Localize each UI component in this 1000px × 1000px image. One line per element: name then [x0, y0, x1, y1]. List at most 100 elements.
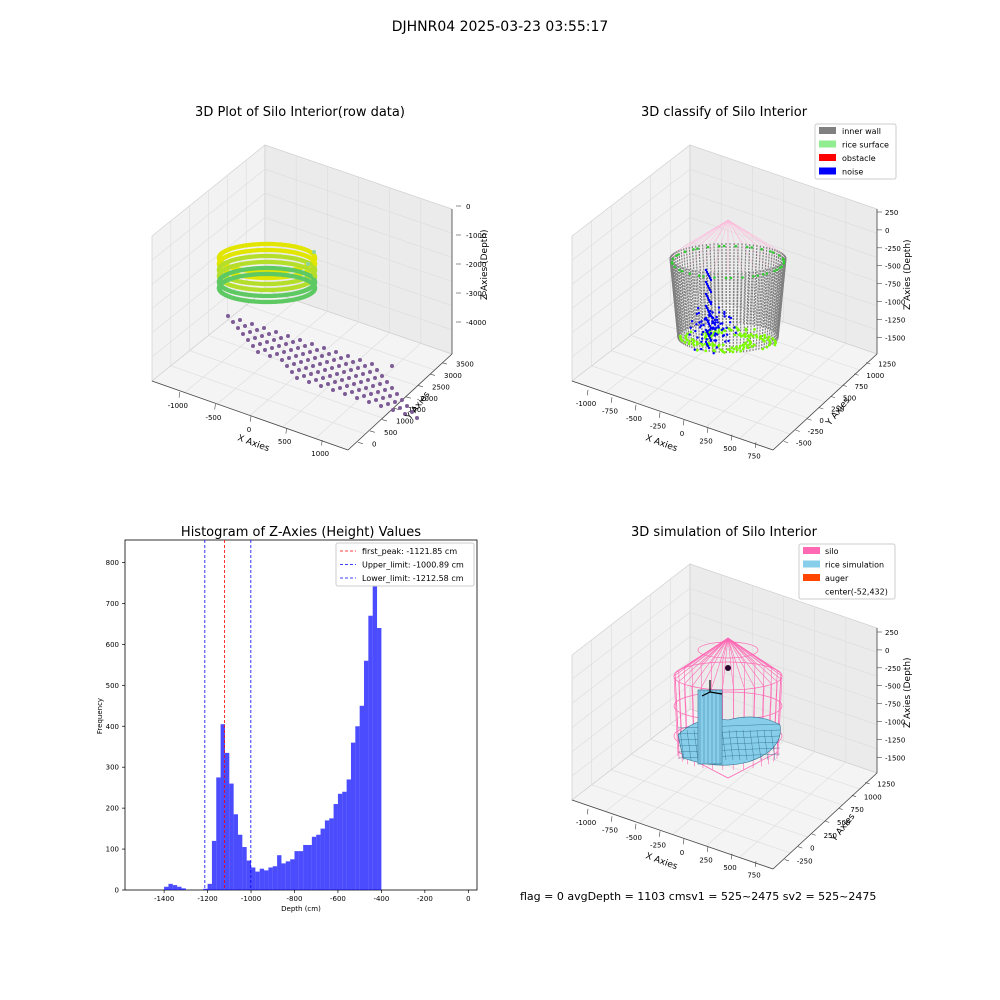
- classify-legend-label: noise: [842, 168, 863, 177]
- classify-rice-surface-point: [765, 272, 769, 275]
- classify-rice-surface-point: [741, 343, 745, 347]
- classify-rice-surface-point: [740, 334, 743, 338]
- panel-raw-y-tick-mark: [369, 430, 375, 433]
- histogram-y-tick-label: 100: [106, 846, 119, 854]
- classify-inner-wall-point: [767, 249, 776, 330]
- classify-inner-wall-point: [669, 256, 679, 338]
- panel-classify-z-tick-label: -1000: [885, 299, 905, 307]
- classify-rice-surface-point: [767, 343, 771, 347]
- classify-noise-point: [709, 302, 713, 306]
- classify-noise-point: [707, 274, 711, 278]
- classify-noise-point: [689, 326, 692, 329]
- simulation-rice-mesh-line: [756, 729, 762, 761]
- panel-simulation-z-tick-label: 0: [885, 647, 889, 655]
- panel-classify-x-tick-label: -500: [626, 415, 642, 423]
- simulation-silo-roof-wire: [700, 637, 729, 689]
- histogram-bar: [342, 791, 347, 890]
- classify-noise-point: [704, 292, 708, 296]
- raw-floor-point: [371, 384, 375, 388]
- raw-floor-point: [330, 366, 334, 370]
- histogram-bar: [277, 855, 282, 890]
- histogram-bar: [368, 615, 373, 890]
- raw-floor-point: [346, 354, 350, 358]
- panel-classify-y-tick-label: 1000: [866, 372, 884, 380]
- panel-raw-y-ticks: 0 500 1000 1500 2000 2500 3000 3500: [357, 361, 474, 448]
- classify-rice-surface-point: [741, 276, 744, 279]
- status-line: flag = 0 avgDepth = 1103 cmsv1 = 525~247…: [520, 890, 876, 903]
- classify-rice-surface-point: [739, 349, 743, 353]
- raw-floor-point: [410, 410, 414, 414]
- panel-simulation-silo-model: [673, 637, 783, 779]
- panel-simulation-y-axis-label: Y Axies: [829, 812, 858, 845]
- histogram-bar: [207, 883, 212, 890]
- raw-floor-point: [357, 388, 361, 392]
- panel-classify-y-ticks: -500 -250 0 250 500 750 1000 1250: [783, 361, 896, 447]
- panel-classify-y-tick-mark: [807, 418, 812, 421]
- panel-raw-grid: [151, 192, 453, 285]
- raw-floor-point: [334, 350, 338, 354]
- simulation-silo-roof-wire: [722, 637, 729, 690]
- classify-rice-surface-point: [734, 244, 738, 248]
- histogram-legend-label: Lower_limit: -1212.58 cm: [362, 574, 464, 583]
- panel-simulation-z-tick-label: -1250: [885, 736, 905, 744]
- classify-inner-wall-point: [676, 264, 685, 346]
- simulation-silo-roof-wire: [727, 637, 745, 690]
- classify-noise-point: [705, 306, 709, 310]
- simulation-silo-wall-wire: [673, 675, 679, 757]
- raw-floor-point: [351, 360, 355, 364]
- histogram-bar: [224, 752, 230, 890]
- classify-rice-surface-point: [695, 348, 699, 352]
- classify-noise-point: [708, 288, 712, 292]
- panel-raw-z-ticks: 0 -1000 -2000 -3000 -4000: [456, 203, 486, 327]
- classify-rice-surface-point: [706, 245, 710, 249]
- raw-floor-point: [390, 364, 394, 368]
- panel-raw-y-tick-label: 3000: [444, 372, 462, 380]
- simulation-rice-mesh-line: [742, 729, 748, 761]
- panel-classify-z-tick-label: -250: [885, 245, 901, 253]
- panel-raw-title: 3D Plot of Silo Interior(row data): [195, 105, 405, 120]
- raw-floor-point: [363, 364, 367, 368]
- classify-inner-wall-point: [752, 270, 758, 352]
- panel-simulation-z-tick-label: -500: [885, 683, 901, 691]
- panel-raw-x-tick-mark: [321, 439, 323, 446]
- histogram-x-tick-label: 0: [466, 895, 470, 903]
- classify-inner-wall-point: [739, 243, 743, 324]
- panel-raw-x-tick-label: 500: [278, 438, 291, 446]
- raw-floor-point: [308, 350, 312, 354]
- panel-classify-z-ticks: 250 0 -250 -500 -750 -1000 -1250 -1500: [877, 209, 905, 342]
- panel-simulation-z-tick-label: -1000: [885, 719, 905, 727]
- histogram-y-tick-label: 500: [106, 682, 119, 690]
- panel-classify-y-tick-label: -250: [808, 428, 824, 436]
- simulation-rice-column: [697, 689, 723, 765]
- panel-raw-x-tick-label: 0: [247, 426, 251, 434]
- raw-floor-point: [328, 374, 332, 378]
- panel-raw-grid: [315, 343, 422, 439]
- classify-dome-wire: [686, 219, 729, 248]
- raw-floor-point: [344, 362, 348, 366]
- classify-noise-point: [723, 310, 726, 314]
- panel-classify-x-tick-label: 750: [747, 452, 760, 460]
- raw-floor-point: [313, 356, 317, 360]
- histogram-bar: [268, 867, 273, 890]
- panel-raw-grid: [151, 168, 453, 261]
- simulation-rice-mesh-line: [728, 729, 734, 761]
- raw-floor-point: [338, 386, 342, 390]
- simulation-silo-ring: [673, 661, 783, 691]
- raw-floor-point: [291, 340, 295, 344]
- classify-inner-wall-point: [736, 243, 739, 324]
- panel-classify-z-tick-label: 250: [885, 209, 898, 217]
- classify-noise-point: [723, 315, 726, 318]
- classify-rice-surface-point: [712, 348, 715, 352]
- classify-rice-surface-point: [695, 340, 699, 344]
- histogram-bar: [311, 836, 317, 890]
- classify-rice-surface-point: [753, 328, 756, 331]
- classify-noise-point: [709, 290, 713, 294]
- histogram-bar: [355, 726, 360, 890]
- classify-inner-wall-point: [695, 270, 701, 351]
- classify-noise-point: [698, 321, 701, 324]
- classify-rice-surface-point: [696, 247, 699, 250]
- histogram-y-ticks: 0 100 200 300 400 500 600 700 800: [106, 559, 125, 895]
- raw-floor-point: [258, 342, 262, 346]
- histogram-bar: [259, 868, 265, 890]
- classify-noise-point: [708, 276, 712, 280]
